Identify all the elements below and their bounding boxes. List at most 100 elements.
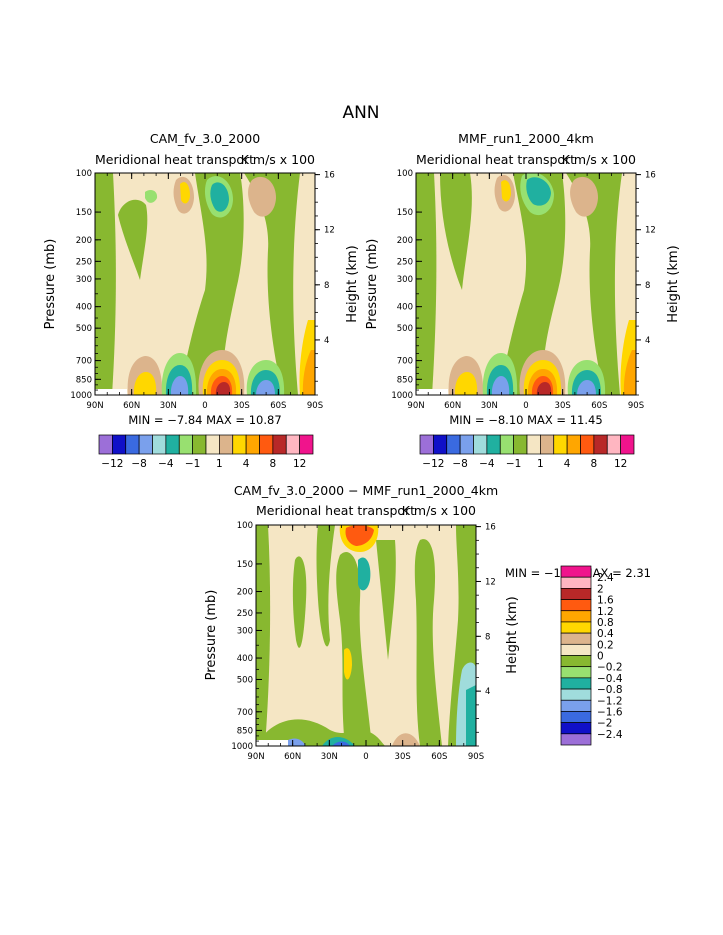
panel-diff-y2label: Height (km) <box>505 596 520 673</box>
diff-neg-strip-2 <box>292 556 307 648</box>
panel-diff-ylabel: Pressure (mb) <box>204 590 219 681</box>
colorbar-swatch <box>98 434 113 455</box>
panel-mmf: MMF_run1_2000_4km Meridional heat transp… <box>365 131 681 470</box>
colorbar-swatch <box>620 434 635 455</box>
lat-tick-label: 30S <box>234 401 250 411</box>
diff-colorbar-label: 0.4 <box>597 628 614 640</box>
pressure-tick-label: 150 <box>237 560 253 570</box>
colorbar-swatch <box>459 434 474 455</box>
height-tick-label: 8 <box>645 281 650 291</box>
colorbar-label: −4 <box>479 458 495 470</box>
pressure-tick-label: 850 <box>397 375 413 385</box>
cam-low-neg-1-c <box>170 376 189 395</box>
pressure-tick-label: 400 <box>397 303 413 313</box>
pressure-tick-label: 850 <box>237 726 253 736</box>
colorbar-label: 1 <box>537 458 544 470</box>
panel-mmf-title: MMF_run1_2000_4km <box>458 131 594 146</box>
pressure-tick-label: 100 <box>76 169 92 179</box>
colorbar-swatch <box>580 434 595 455</box>
colorbar-swatch <box>285 434 300 455</box>
colorbar-swatch <box>205 434 220 455</box>
diff-colorbar-swatch <box>560 599 592 612</box>
lat-tick-label: 90S <box>307 401 323 411</box>
cam-neg-lobe-1 <box>118 199 148 280</box>
pressure-tick-label: 400 <box>237 654 253 664</box>
colorbar-swatch <box>433 434 448 455</box>
lat-tick-label: 90N <box>247 752 264 762</box>
colorbar-swatch <box>419 434 434 455</box>
colorbar-swatch <box>112 434 127 455</box>
colorbar-swatch <box>272 434 287 455</box>
figure-title: ANN <box>342 103 379 123</box>
mmf-pos-core-upper <box>501 180 511 202</box>
height-tick-label: 4 <box>324 336 329 346</box>
panel-cam-minmax: MIN = −7.84 MAX = 10.87 <box>128 413 281 427</box>
pressure-tick-label: 850 <box>76 375 92 385</box>
colorbar-label: 4 <box>564 458 571 470</box>
cam-neg-column <box>180 173 244 395</box>
diff-colorbar-label: −2.4 <box>597 729 623 741</box>
colorbar-swatch <box>259 434 274 455</box>
diff-colorbar-label: −1.2 <box>597 695 623 707</box>
panel-mmf-ylabel: Pressure (mb) <box>365 239 380 330</box>
panel-mmf-units: K m/s x 100 <box>562 152 636 167</box>
mmf-below-surface <box>416 389 448 395</box>
colorbar-swatch <box>526 434 541 455</box>
colorbar-swatch <box>152 434 167 455</box>
panel-diff-title: CAM_fv_3.0_2000 − MMF_run1_2000_4km <box>234 483 498 498</box>
lat-tick-label: 60N <box>444 401 461 411</box>
lat-tick-label: 30N <box>160 401 177 411</box>
colorbar-label: −8 <box>452 458 467 470</box>
mmf-low-neg-1-c <box>491 376 510 395</box>
pressure-tick-label: 100 <box>397 169 413 179</box>
diff-low-pos <box>392 733 420 746</box>
lat-tick-label: 90S <box>468 752 484 762</box>
mmf-pos-south-edge-b <box>623 350 636 395</box>
panel-diff: CAM_fv_3.0_2000 − MMF_run1_2000_4km Meri… <box>204 483 651 762</box>
panel-cam-ylabel: Pressure (mb) <box>43 239 58 330</box>
cam-pos-core-upper <box>180 182 190 204</box>
height-tick-label: 12 <box>645 226 656 236</box>
panel-cam-units: K m/s x 100 <box>241 152 315 167</box>
cam-neg-south <box>244 173 300 395</box>
diff-neg-column <box>336 552 372 746</box>
diff-colorbar-swatch <box>560 565 592 578</box>
colorbar-label: 8 <box>591 458 598 470</box>
diff-colorbar-swatch <box>560 588 592 600</box>
lat-tick-label: 0 <box>523 401 528 411</box>
diff-colorbar-label: 0.2 <box>597 639 614 651</box>
diff-neg-strip-5 <box>414 539 442 746</box>
panel-cam-title: CAM_fv_3.0_2000 <box>150 131 260 146</box>
panel-cam-axes: 100 150 200 250 300 400 500 700 850 1000 16 12 8 4 90N… <box>70 169 334 411</box>
mmf-pos-cell-south <box>570 176 598 217</box>
diff-colorbar-swatch <box>560 677 592 690</box>
pressure-tick-label: 150 <box>76 208 92 218</box>
colorbar-swatch <box>138 434 153 455</box>
colorbar-label: −8 <box>131 458 146 470</box>
colorbar-swatch <box>125 434 140 455</box>
pressure-tick-label: 700 <box>237 708 253 718</box>
cam-neg-core-upper <box>210 182 229 212</box>
mmf-neg-band-north <box>416 173 437 395</box>
colorbar-swatch <box>486 434 501 455</box>
colorbar-cam: −12 −8 −4 −1 1 4 8 12 <box>98 434 314 470</box>
panel-cam-subtitle: Meridional heat transport <box>95 152 254 167</box>
diff-colorbar-swatch <box>560 621 592 634</box>
height-tick-label: 4 <box>645 336 650 346</box>
pressure-tick-label: 700 <box>397 357 413 367</box>
pressure-tick-label: 300 <box>76 275 92 285</box>
pressure-tick-label: 400 <box>76 303 92 313</box>
diff-pos-top-core <box>345 525 374 546</box>
lat-tick-label: 60N <box>123 401 140 411</box>
lat-tick-label: 60S <box>591 401 607 411</box>
height-tick-label: 16 <box>324 171 335 181</box>
colorbar-swatch <box>446 434 461 455</box>
cam-pos-cell-south <box>248 176 276 217</box>
lat-tick-label: 90N <box>86 401 103 411</box>
diff-below-surface <box>256 740 288 746</box>
colorbar-swatch <box>553 434 568 455</box>
lat-tick-label: 0 <box>202 401 207 411</box>
pressure-tick-label: 200 <box>76 236 92 246</box>
lat-tick-label: 30S <box>395 752 411 762</box>
lat-tick-label: 60S <box>431 752 447 762</box>
